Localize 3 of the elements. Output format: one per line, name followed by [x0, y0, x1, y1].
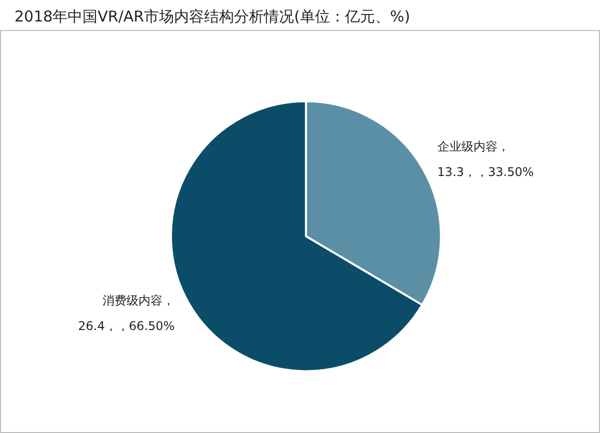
slice-label: 企业级内容， 13.3，，33.50%	[437, 140, 534, 179]
chart-title: 2018年中国VR/AR市场内容结构分析情况(单位：亿元、%)	[14, 8, 410, 26]
slice-label: 消费级内容， 26.4，，66.50%	[78, 294, 175, 333]
